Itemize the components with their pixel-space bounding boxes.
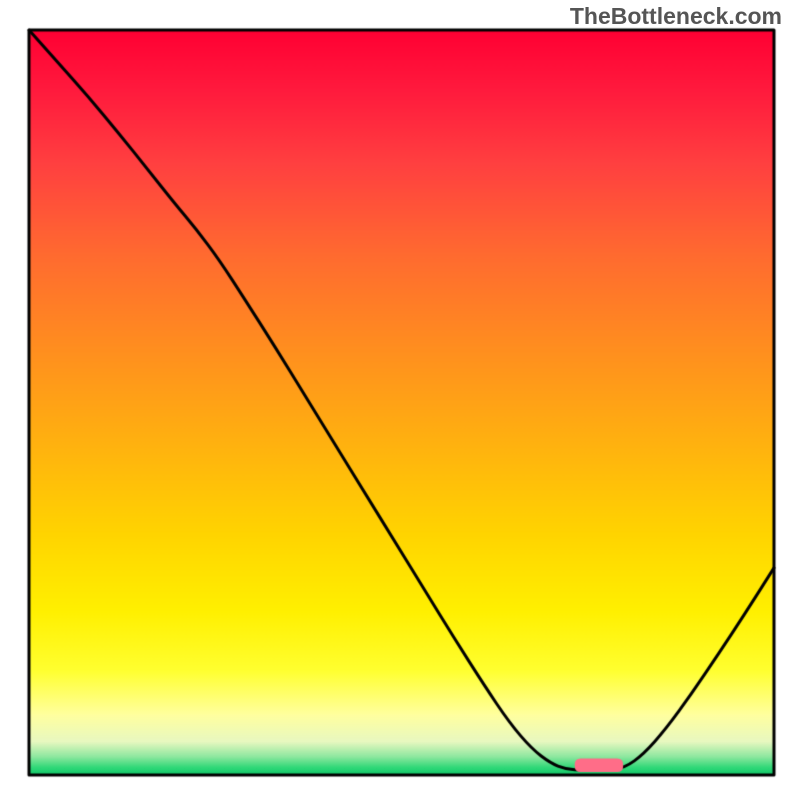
watermark-text: TheBottleneck.com <box>570 3 782 30</box>
chart-container: TheBottleneck.com <box>0 0 800 800</box>
bottleneck-curve-chart <box>0 0 800 800</box>
